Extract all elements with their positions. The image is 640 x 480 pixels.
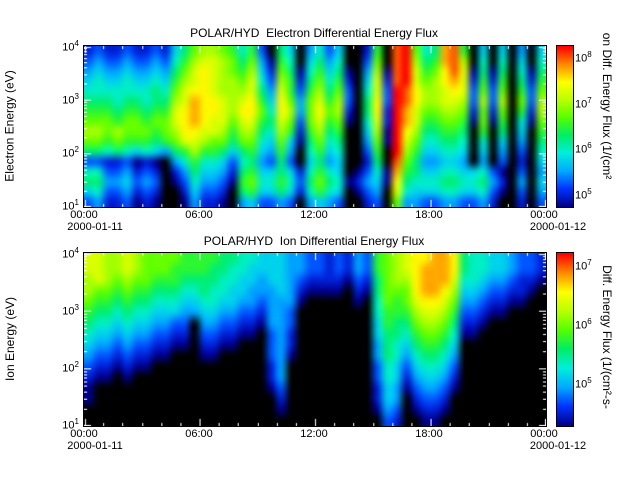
electron-colorbar-label: on Diff. Energy Flux (1/(cm² (598, 0, 616, 212)
ion-y-tick-label: 104 (62, 246, 79, 261)
electron-y-tick-label: 101 (62, 198, 79, 213)
ion-y-axis-label: Ion Energy (eV) (2, 252, 18, 425)
electron-date-start: 2000-01-11 (67, 221, 123, 233)
ion-date-end: 2000-01-12 (529, 440, 587, 452)
electron-spectrogram-plot (83, 45, 547, 208)
ion-x-tick-label: 00:00 (70, 428, 98, 440)
electron-y-tick-label: 102 (62, 145, 79, 160)
ion-x-tick-label: 06:00 (185, 428, 213, 440)
electron-colorbar (556, 45, 574, 208)
ion-x-tick-label: 18:00 (415, 428, 443, 440)
ion-y-tick-label: 101 (62, 417, 79, 432)
electron-y-tick-label: 103 (62, 92, 79, 107)
ion-x-tick-label: 12:00 (300, 428, 328, 440)
ion-panel-title: POLAR/HYD Ion Differential Energy Flux (203, 234, 425, 248)
electron-colorbar-tick-label: 106 (575, 141, 592, 156)
ion-y-axis-label-text: Ion Energy (eV) (3, 296, 18, 381)
electron-colorbar-tick-label: 105 (575, 186, 592, 202)
ion-colorbar-tick-label: 105 (575, 375, 592, 391)
electron-x-tick-label: 00:00 (530, 209, 558, 221)
ion-x-tick-label: 00:00 (530, 428, 558, 440)
electron-x-tick-label: 06:00 (185, 209, 213, 221)
electron-x-tick-label: 00:00 (70, 209, 98, 221)
electron-x-tick-label: 12:00 (300, 209, 328, 221)
ion-y-tick-label: 103 (62, 303, 79, 318)
electron-panel-title: POLAR/HYD Electron Differential Energy F… (190, 26, 438, 40)
ion-colorbar-canvas (557, 253, 573, 426)
ion-colorbar-label: Diff. Energy Flux (1/(cm²-s- (598, 246, 616, 428)
electron-colorbar-tick-label: 108 (575, 50, 592, 65)
ion-spectrogram-plot (83, 252, 547, 427)
ion-date-start: 2000-01-11 (67, 440, 123, 452)
ion-colorbar-tick-label: 106 (575, 316, 592, 332)
electron-y-axis-label: Electron Energy (eV) (2, 45, 18, 206)
electron-x-tick-label: 18:00 (415, 209, 443, 221)
electron-colorbar-canvas (557, 46, 573, 207)
electron-date-end: 2000-01-12 (529, 221, 587, 233)
ion-colorbar-label-text: Diff. Energy Flux (1/(cm²-s- (600, 265, 615, 409)
electron-y-axis-label-text: Electron Energy (eV) (3, 69, 18, 182)
electron-colorbar-label-text: on Diff. Energy Flux (1/(cm² (600, 32, 615, 180)
electron-y-tick-label: 104 (62, 39, 79, 54)
electron-colorbar-tick-label: 107 (575, 95, 592, 111)
ion-y-tick-label: 102 (62, 360, 79, 375)
ion-colorbar (556, 252, 574, 427)
ion-colorbar-tick-label: 107 (575, 257, 592, 273)
ion-spectrogram-canvas (84, 253, 546, 426)
electron-spectrogram-canvas (84, 46, 546, 207)
